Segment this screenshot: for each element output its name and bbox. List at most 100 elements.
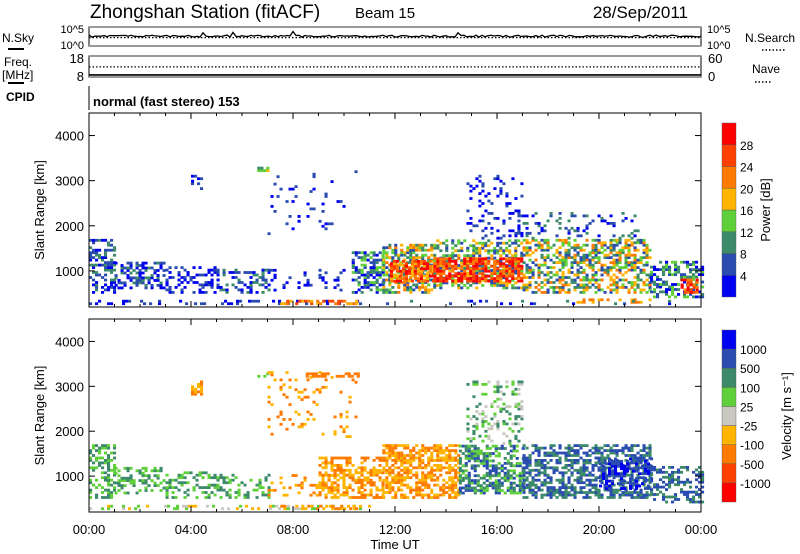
echo-cell xyxy=(457,264,461,267)
echo-cell xyxy=(369,468,373,472)
echo-cell xyxy=(110,258,114,262)
echo-cell xyxy=(110,248,114,252)
echo-cell xyxy=(234,491,238,494)
echo-cell xyxy=(683,466,687,469)
echo-cell xyxy=(609,491,613,494)
echo-cell xyxy=(372,468,376,472)
echo-cell xyxy=(186,281,190,284)
echo-cell xyxy=(642,256,646,259)
echo-cell xyxy=(159,286,163,290)
echo-cell xyxy=(89,302,93,306)
echo-cell xyxy=(540,461,544,465)
echo-cell xyxy=(475,257,479,261)
echo-cell xyxy=(388,444,392,447)
echo-cell xyxy=(98,461,102,465)
echo-cell xyxy=(180,483,184,487)
echo-cell xyxy=(439,286,443,290)
echo-cell xyxy=(95,478,99,482)
echo-cell xyxy=(537,486,541,489)
echo-cell xyxy=(382,466,386,470)
echo-cell xyxy=(668,268,672,271)
echo-cell xyxy=(141,279,145,282)
echo-cell xyxy=(378,251,382,255)
echo-cell xyxy=(662,493,666,496)
echo-cell xyxy=(608,487,612,490)
echo-cell xyxy=(416,259,420,263)
echo-cell xyxy=(582,229,586,233)
echo-cell xyxy=(445,249,449,253)
echo-cell xyxy=(472,395,476,399)
echo-cell xyxy=(481,269,485,272)
echo-cell xyxy=(594,291,598,294)
echo-cell xyxy=(421,471,425,475)
echo-cell xyxy=(472,279,476,283)
echo-cell xyxy=(482,464,486,468)
echo-cell xyxy=(680,275,684,279)
echo-cell xyxy=(514,264,518,268)
echo-cell xyxy=(306,378,310,382)
echo-cell xyxy=(249,276,253,279)
echo-cell xyxy=(357,276,361,279)
echo-cell xyxy=(369,288,373,292)
echo-cell xyxy=(366,471,370,475)
echo-cell xyxy=(98,238,102,242)
echo-cell xyxy=(482,457,486,460)
echo-cell xyxy=(95,466,99,470)
echo-cell xyxy=(327,473,331,477)
echo-cell xyxy=(104,238,108,242)
echo-cell xyxy=(518,462,522,465)
echo-cell xyxy=(303,476,307,480)
echo-cell xyxy=(394,451,398,455)
echo-cell xyxy=(382,263,386,267)
echo-cell xyxy=(464,447,468,450)
echo-cell xyxy=(397,444,401,447)
echo-cell xyxy=(439,446,443,450)
echo-cell xyxy=(588,481,592,485)
echo-cell xyxy=(594,483,598,487)
echo-cell xyxy=(618,278,622,282)
echo-cell xyxy=(493,259,497,263)
echo-cell xyxy=(401,269,405,273)
echo-cell xyxy=(278,299,282,303)
echo-cell xyxy=(200,387,204,391)
echo-cell xyxy=(567,243,571,247)
echo-cell xyxy=(645,278,649,282)
echo-cell xyxy=(267,425,271,429)
echo-cell xyxy=(372,258,376,262)
echo-cell xyxy=(481,184,485,188)
echo-cell xyxy=(621,251,625,255)
echo-cell xyxy=(653,265,657,269)
x-tick-label: 16:00 xyxy=(481,522,514,537)
echo-cell xyxy=(534,461,538,465)
echo-cell xyxy=(609,251,613,255)
echo-cell xyxy=(597,234,601,238)
echo-cell xyxy=(594,271,598,274)
echo-cell xyxy=(612,266,616,269)
echo-cell xyxy=(537,468,541,472)
echo-cell xyxy=(337,302,341,306)
echo-cell xyxy=(683,293,687,296)
echo-cell xyxy=(400,248,404,252)
y-tick-label: 2000 xyxy=(55,219,84,234)
echo-cell xyxy=(267,371,271,374)
echo-cell xyxy=(156,274,160,277)
echo-cell xyxy=(147,476,151,480)
echo-cell xyxy=(307,504,311,508)
echo-cell xyxy=(442,451,446,455)
echo-cell xyxy=(327,461,331,465)
echo-cell xyxy=(330,491,334,494)
echo-cell xyxy=(469,222,473,225)
echo-cell xyxy=(201,273,205,277)
echo-cell xyxy=(466,422,470,426)
echo-cell xyxy=(433,483,437,487)
echo-cell xyxy=(546,451,550,455)
echo-cell xyxy=(537,471,541,475)
echo-cell xyxy=(608,472,612,476)
echo-cell xyxy=(412,248,416,252)
echo-cell xyxy=(301,299,305,303)
echo-cell xyxy=(701,270,705,274)
echo-cell xyxy=(419,272,423,276)
echo-cell xyxy=(576,471,580,475)
echo-cell xyxy=(389,277,393,280)
echo-cell xyxy=(273,210,277,213)
